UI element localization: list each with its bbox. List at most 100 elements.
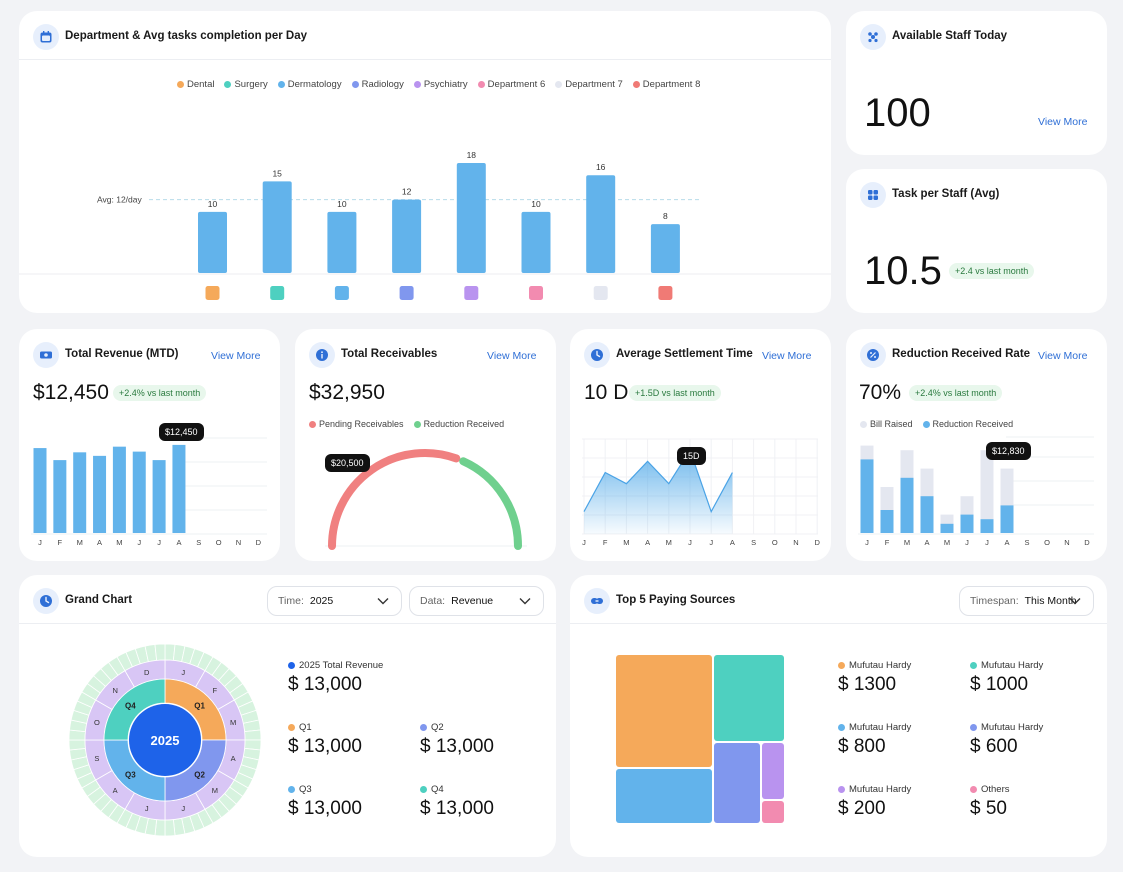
source-label-text: Mufutau Hardy bbox=[981, 660, 1044, 671]
source-label: Mufutau Hardy bbox=[970, 660, 1043, 671]
total-receivables-card: Total Receivables View More $32,950 Pend… bbox=[295, 329, 556, 561]
legend-swatch bbox=[477, 81, 485, 88]
revenue-bar bbox=[33, 448, 47, 533]
total-receivables-value: $32,950 bbox=[309, 381, 385, 404]
month-label: N bbox=[112, 686, 117, 695]
bar-value-label: 8 bbox=[663, 211, 668, 221]
timespan-select-value: This Month bbox=[1024, 595, 1077, 607]
bar-value-label: 12 bbox=[402, 187, 412, 197]
summary-swatch bbox=[288, 724, 295, 731]
month-tick-label: J bbox=[582, 538, 586, 547]
time-select-value: 2025 bbox=[309, 595, 334, 607]
summary-label: Q1 bbox=[288, 722, 362, 733]
link-icon bbox=[584, 588, 610, 614]
revenue-bar bbox=[152, 460, 166, 533]
department-bar bbox=[327, 211, 357, 273]
source-swatch bbox=[838, 662, 845, 669]
bar-value-label: 15 bbox=[272, 168, 282, 178]
reduction-received-bar bbox=[920, 496, 934, 533]
summary-label-text: Q3 bbox=[299, 784, 312, 795]
available-staff-title: Available Staff Today bbox=[892, 30, 1008, 42]
legend-label: Department 7 bbox=[565, 79, 623, 90]
month-tick-label: O bbox=[216, 538, 222, 547]
source-item: Mufutau Hardy $ 600 bbox=[970, 722, 1043, 758]
total-receivables-tooltip: $20,500 bbox=[325, 454, 370, 472]
treemap-tile bbox=[616, 769, 712, 823]
chevron-down-icon bbox=[519, 598, 531, 605]
info-icon bbox=[309, 342, 335, 368]
receivables-legend: Pending Receivables Reduction Received bbox=[309, 419, 504, 429]
chevron-down-icon bbox=[1069, 598, 1081, 605]
quarter-label: Q3 bbox=[125, 771, 136, 780]
revenue-bar bbox=[53, 460, 67, 533]
department-bar bbox=[521, 211, 551, 273]
summary-amount: $ 13,000 bbox=[288, 736, 362, 757]
data-select[interactable]: Data: Revenue bbox=[409, 586, 544, 616]
legend-swatch bbox=[632, 81, 640, 88]
task-per-staff-card: Task per Staff (Avg) 10.5 +2.4 vs last m… bbox=[846, 169, 1107, 313]
revenue-bar bbox=[112, 446, 126, 533]
month-label: J bbox=[145, 804, 149, 813]
source-label: Mufutau Hardy bbox=[838, 722, 911, 733]
month-tick-label: M bbox=[944, 538, 950, 547]
reduction-view-more-link[interactable]: View More bbox=[1038, 350, 1088, 362]
department-swatch bbox=[658, 286, 673, 300]
source-swatch bbox=[838, 724, 845, 731]
department-card-title: Department & Avg tasks completion per Da… bbox=[65, 30, 307, 42]
reduction-received-bar bbox=[860, 459, 874, 533]
legend-item: Dermatology bbox=[277, 79, 342, 90]
legend-label: Department 6 bbox=[487, 79, 546, 90]
month-tick-label: J bbox=[709, 538, 713, 547]
summary-amount: $ 13,000 bbox=[288, 674, 362, 695]
source-label: Others bbox=[970, 784, 1010, 795]
settlement-delta-badge: +1.5D vs last month bbox=[629, 385, 721, 401]
source-label-text: Mufutau Hardy bbox=[849, 722, 912, 733]
reduction-delta-badge: +2.4% vs last month bbox=[909, 385, 1003, 401]
settlement-view-more-link[interactable]: View More bbox=[762, 350, 812, 362]
summary-label-text: Q1 bbox=[299, 722, 312, 733]
month-tick-label: M bbox=[666, 538, 672, 547]
month-tick-label: J bbox=[865, 538, 869, 547]
grand-sunburst-chart: J F M A M J J A S O N D Q1 Q2 Q3 Q4 2025 bbox=[68, 643, 262, 837]
time-select[interactable]: Time: 2025 bbox=[267, 586, 402, 616]
month-label: M bbox=[230, 718, 236, 727]
treemap-tile bbox=[714, 655, 784, 741]
month-tick-label: A bbox=[645, 538, 650, 547]
legend-label: Reduction Received bbox=[423, 419, 505, 429]
legend-item: Department 7 bbox=[555, 79, 623, 90]
treemap-tile bbox=[762, 743, 784, 799]
reduction-tooltip: $12,830 bbox=[986, 442, 1031, 460]
settlement-line bbox=[583, 448, 733, 514]
month-tick-label: N bbox=[793, 538, 798, 547]
legend-label: Pending Receivables bbox=[319, 419, 404, 429]
task-per-staff-delta-badge: +2.4 vs last month bbox=[949, 263, 1035, 279]
summary-amount: $ 13,000 bbox=[288, 798, 362, 819]
quarter-label: Q1 bbox=[194, 701, 205, 710]
month-label: O bbox=[94, 718, 100, 727]
source-swatch bbox=[970, 786, 977, 793]
clock-icon bbox=[33, 588, 59, 614]
month-tick-label: S bbox=[751, 538, 756, 547]
source-amount: $ 200 bbox=[838, 798, 886, 819]
available-staff-view-more-link[interactable]: View More bbox=[1038, 116, 1088, 128]
department-swatch bbox=[529, 286, 543, 300]
timespan-select[interactable]: Timespan: This Month bbox=[959, 586, 1094, 616]
legend-swatch bbox=[277, 81, 285, 88]
source-item: Others $ 50 bbox=[970, 784, 1010, 820]
month-tick-label: A bbox=[176, 538, 181, 547]
legend-item: Dental bbox=[177, 79, 214, 90]
month-tick-label: M bbox=[623, 538, 629, 547]
total-revenue-tooltip: $12,450 bbox=[159, 423, 204, 441]
top-paying-title: Top 5 Paying Sources bbox=[616, 594, 736, 606]
summary-swatch bbox=[420, 786, 427, 793]
month-tick-label: J bbox=[38, 538, 42, 547]
source-item: Mufutau Hardy $ 200 bbox=[838, 784, 911, 820]
center-year-label: 2025 bbox=[151, 733, 180, 748]
source-label-text: Mufutau Hardy bbox=[981, 722, 1044, 733]
total-receivables-view-more-link[interactable]: View More bbox=[487, 350, 537, 362]
total-revenue-value: $12,450 bbox=[33, 381, 109, 404]
total-revenue-view-more-link[interactable]: View More bbox=[211, 350, 261, 362]
bar-value-label: 10 bbox=[337, 199, 347, 209]
legend-swatch bbox=[177, 81, 184, 88]
